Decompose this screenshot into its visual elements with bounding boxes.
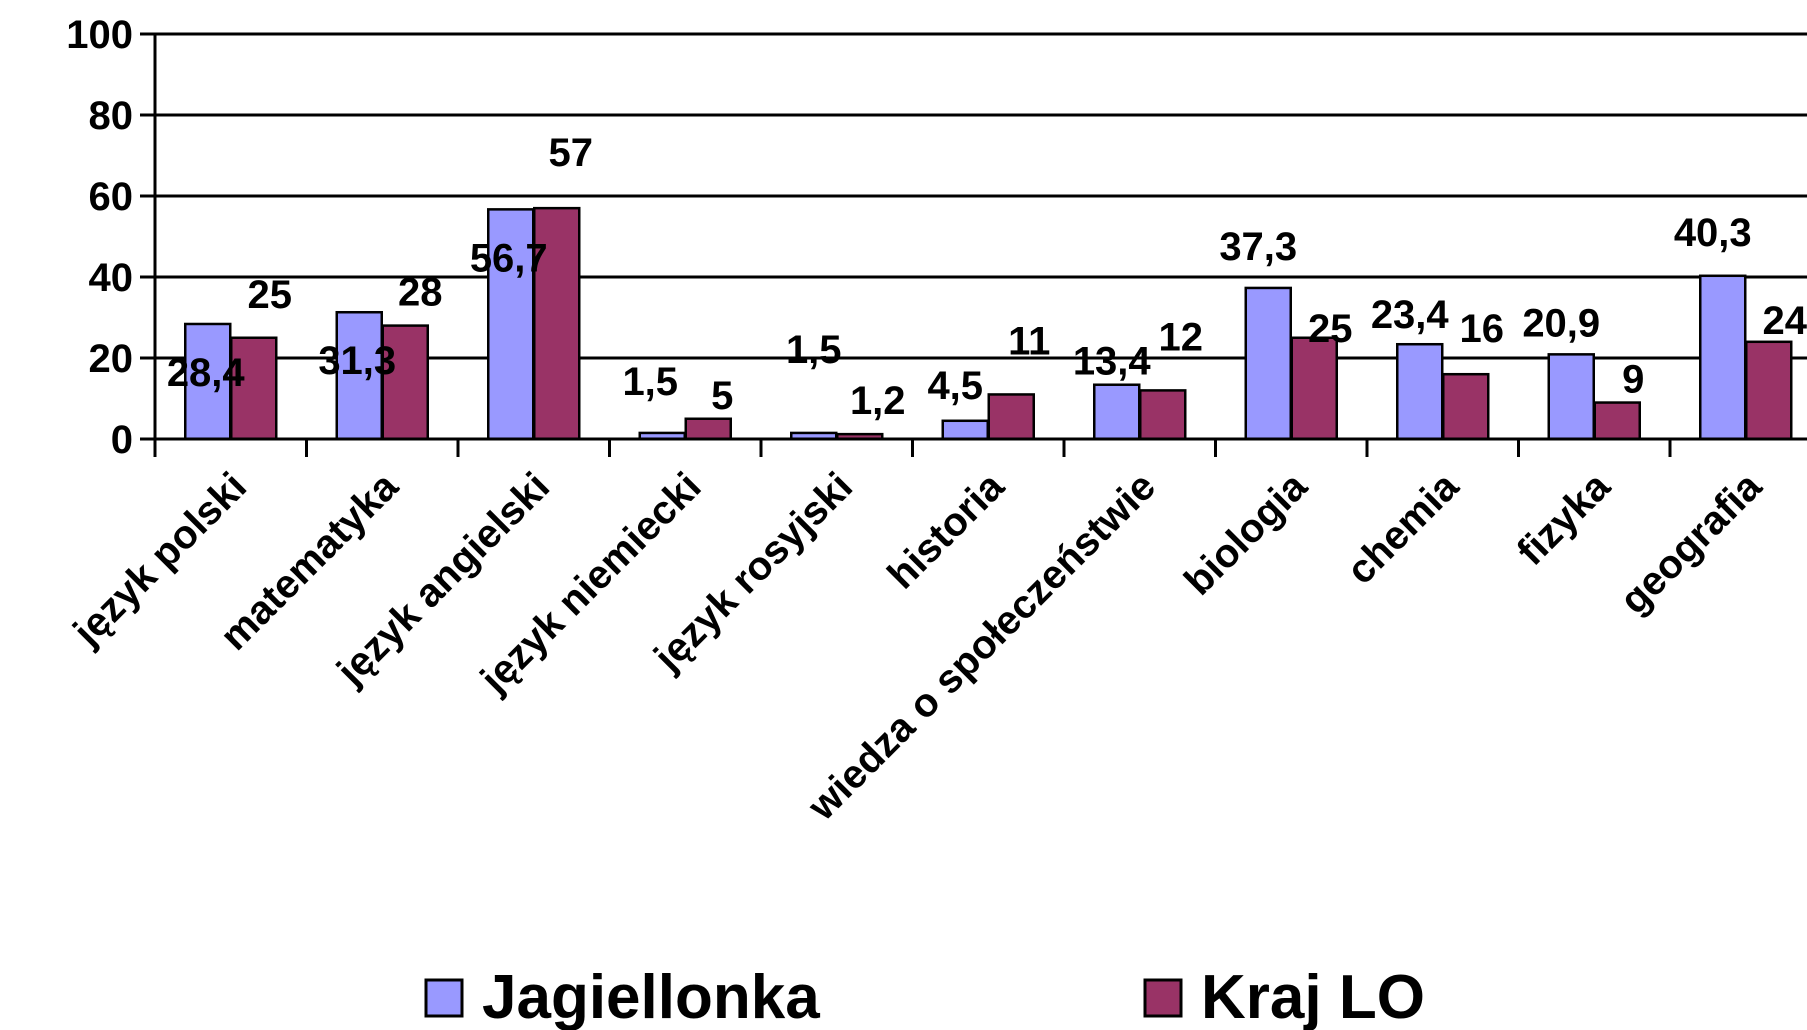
data-label-kraj-lo-jezyk-niemiecki: 5 bbox=[711, 374, 733, 418]
data-label-jagiellonka-jezyk-rosyjski: 1,5 bbox=[786, 328, 842, 372]
legend-label-kraj-lo: Kraj LO bbox=[1201, 963, 1425, 1030]
bar-jagiellonka-jezyk-polski bbox=[184, 322, 232, 441]
data-label-kraj-lo-jezyk-rosyjski: 1,2 bbox=[850, 379, 906, 423]
bar-jagiellonka-fizyka bbox=[1547, 353, 1595, 441]
data-label-jagiellonka-chemia: 23,4 bbox=[1371, 293, 1450, 337]
y-tick-label: 20 bbox=[89, 337, 134, 381]
gridlines bbox=[155, 32, 1807, 360]
data-label-kraj-lo-biologia: 25 bbox=[1308, 307, 1353, 351]
data-label-kraj-lo-fizyka: 9 bbox=[1622, 358, 1644, 402]
x-label-biologia: biologia bbox=[1176, 464, 1316, 604]
y-tick-label: 100 bbox=[66, 13, 133, 57]
data-label-kraj-lo-jezyk-polski: 25 bbox=[248, 273, 293, 317]
axes bbox=[153, 34, 1807, 457]
bar-kraj-lo-wiedza-o-spoleczenstwie bbox=[1139, 389, 1187, 441]
x-axis-ticks bbox=[305, 439, 1672, 457]
bar-jagiellonka-geografia bbox=[1699, 274, 1747, 441]
y-tick-label: 60 bbox=[89, 175, 134, 219]
bar-jagiellonka-wiedza-o-spoleczenstwie bbox=[1093, 383, 1141, 441]
legend: Jagiellonka Kraj LO bbox=[424, 963, 1425, 1030]
data-label-kraj-lo-historia: 11 bbox=[1008, 319, 1050, 363]
bar-kraj-lo-jezyk-polski bbox=[230, 336, 278, 441]
bar-kraj-lo-jezyk-niemiecki bbox=[684, 417, 732, 441]
data-label-jagiellonka-wiedza-o-spoleczenstwie: 13,4 bbox=[1073, 340, 1152, 384]
data-label-jagiellonka-jezyk-angielski: 56,7 bbox=[470, 236, 548, 280]
data-label-jagiellonka-biologia: 37,3 bbox=[1219, 225, 1297, 269]
data-label-jagiellonka-jezyk-niemiecki: 1,5 bbox=[622, 360, 678, 404]
y-tick-label: 0 bbox=[111, 418, 133, 462]
data-label-jagiellonka-matematyka: 31,3 bbox=[318, 339, 396, 383]
legend-label-jagiellonka: Jagiellonka bbox=[482, 963, 820, 1030]
data-label-kraj-lo-jezyk-angielski: 57 bbox=[549, 131, 594, 175]
bar-kraj-lo-matematyka bbox=[381, 324, 429, 441]
x-label-chemia: chemia bbox=[1339, 464, 1468, 593]
y-tick-label: 80 bbox=[89, 94, 134, 138]
legend-swatch-kraj-lo bbox=[1143, 978, 1183, 1018]
data-label-kraj-lo-chemia: 16 bbox=[1460, 307, 1505, 351]
data-label-jagiellonka-historia: 4,5 bbox=[927, 364, 983, 408]
legend-swatch-jagiellonka bbox=[424, 978, 464, 1018]
bar-kraj-lo-geografia bbox=[1745, 340, 1793, 441]
bar-jagiellonka-jezyk-angielski bbox=[487, 208, 535, 441]
data-label-jagiellonka-jezyk-polski: 28,4 bbox=[167, 351, 246, 395]
bar-kraj-lo-historia bbox=[987, 393, 1035, 441]
bar-kraj-lo-jezyk-angielski bbox=[533, 206, 581, 441]
bar-jagiellonka-biologia bbox=[1244, 286, 1292, 441]
data-label-kraj-lo-wiedza-o-spoleczenstwie: 12 bbox=[1159, 315, 1204, 359]
bar-kraj-lo-fizyka bbox=[1593, 401, 1641, 441]
x-label-geografia: geografia bbox=[1612, 464, 1771, 623]
data-label-kraj-lo-geografia: 24 bbox=[1763, 299, 1807, 343]
bars bbox=[184, 206, 1793, 441]
bar-kraj-lo-chemia bbox=[1442, 372, 1490, 441]
x-label-fizyka: fizyka bbox=[1509, 464, 1619, 574]
bar-kraj-lo-biologia bbox=[1290, 336, 1338, 441]
y-tick-label: 40 bbox=[89, 256, 134, 300]
data-label-jagiellonka-geografia: 40,3 bbox=[1674, 211, 1752, 255]
y-axis-ticks: 0 20 40 60 80 100 bbox=[66, 13, 155, 462]
data-label-jagiellonka-fizyka: 20,9 bbox=[1522, 301, 1600, 345]
x-label-historia: historia bbox=[879, 464, 1013, 598]
bar-jagiellonka-chemia bbox=[1396, 342, 1444, 441]
data-label-kraj-lo-matematyka: 28 bbox=[398, 271, 443, 315]
bar-jagiellonka-historia bbox=[941, 419, 989, 441]
